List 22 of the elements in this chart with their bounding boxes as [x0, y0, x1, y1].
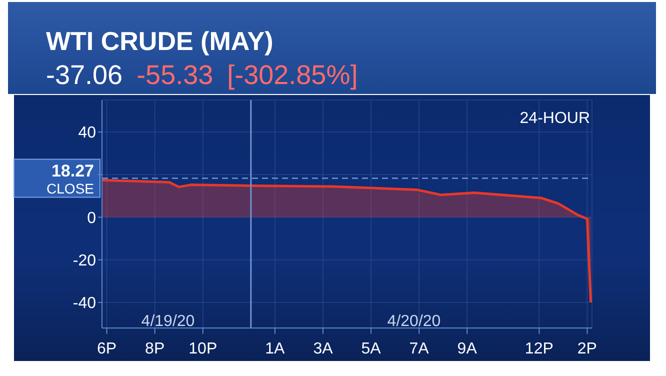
y-tick-label: -40	[72, 295, 96, 312]
x-tick-label: 7A	[409, 340, 430, 358]
annotation: 4/19/20	[141, 313, 195, 330]
y-tick-label: -20	[72, 252, 96, 270]
x-tick-label: 3A	[313, 340, 334, 358]
x-tick-label: 1A	[265, 340, 286, 358]
x-tick-label: 6P	[97, 340, 117, 358]
x-tick-label: 12P	[524, 340, 554, 358]
text: -55.33	[136, 60, 214, 91]
annotation: 4/20/20	[387, 313, 441, 330]
chart-subtitle: -37.06	[46, 60, 123, 91]
text: [-302.85%]	[227, 60, 358, 91]
x-tick-label: 9A	[457, 340, 478, 358]
x-tick-label: 5A	[361, 340, 382, 358]
y-tick-label: 0	[87, 210, 96, 227]
x-tick-label: 10P	[188, 340, 218, 358]
y-tick-label: 40	[78, 124, 96, 142]
x-tick-label: 8P	[145, 340, 165, 358]
ref-line-label: 18.27 CLOSE	[46, 161, 94, 196]
annotation: 24-HOUR	[520, 110, 590, 127]
x-tick-label: 2P	[577, 340, 597, 358]
chart-title: WTI CRUDE (MAY)	[46, 26, 274, 57]
